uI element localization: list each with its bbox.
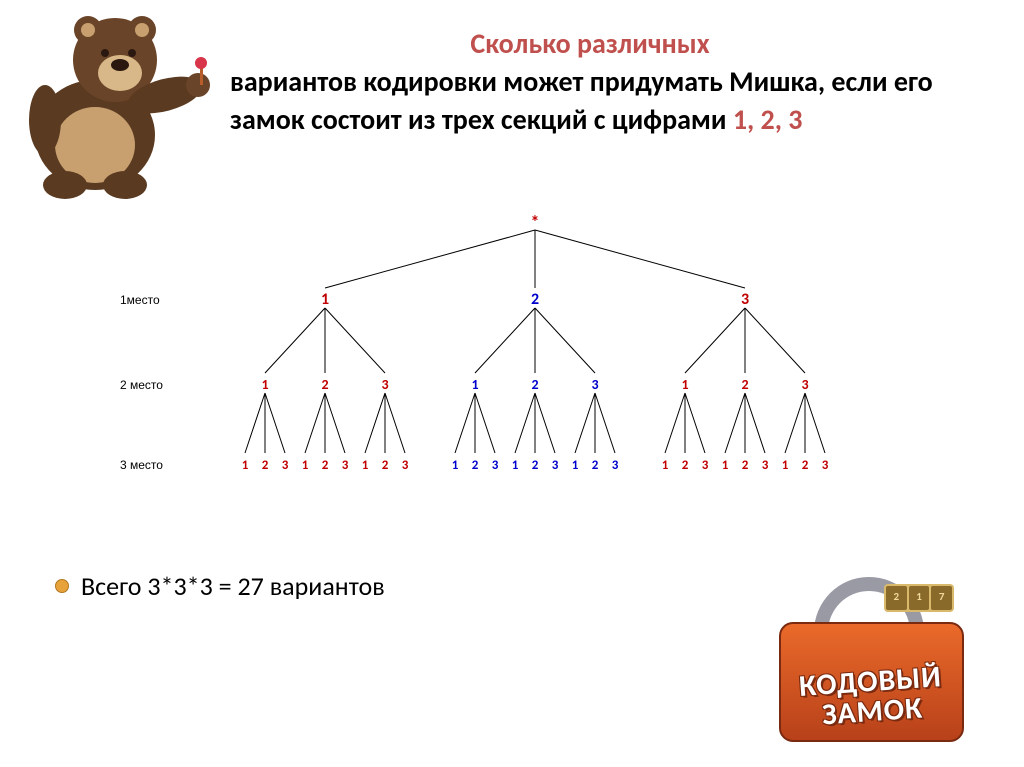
svg-text:3: 3 xyxy=(381,376,388,393)
svg-text:3 место: 3 место xyxy=(120,458,163,472)
svg-text:2: 2 xyxy=(682,458,689,473)
tree-diagram: *1место2 место3 место1231231231231231231… xyxy=(120,210,940,510)
svg-text:2: 2 xyxy=(742,458,749,473)
svg-text:2: 2 xyxy=(592,458,599,473)
svg-text:3: 3 xyxy=(801,376,808,393)
svg-text:3: 3 xyxy=(822,458,829,473)
svg-text:2: 2 xyxy=(531,290,539,309)
svg-text:1: 1 xyxy=(242,458,249,473)
bear-illustration xyxy=(0,5,220,205)
svg-text:3: 3 xyxy=(402,458,409,473)
svg-text:1: 1 xyxy=(362,458,369,473)
svg-text:1: 1 xyxy=(512,458,519,473)
title-highlight: Сколько различных xyxy=(470,26,709,61)
svg-text:1: 1 xyxy=(471,376,478,393)
bullet-icon xyxy=(55,579,69,593)
svg-text:2: 2 xyxy=(382,458,389,473)
svg-text:1: 1 xyxy=(261,376,268,393)
svg-text:2: 2 xyxy=(531,376,538,393)
svg-text:2: 2 xyxy=(741,376,748,393)
svg-text:3: 3 xyxy=(492,458,499,473)
svg-text:1: 1 xyxy=(782,458,789,473)
lock-illustration: 2 1 7 КОДОВЫЙ ЗАМОК xyxy=(759,572,984,742)
svg-text:1: 1 xyxy=(662,458,669,473)
svg-text:1: 1 xyxy=(452,458,459,473)
lock-dials: 2 1 7 xyxy=(884,584,954,612)
svg-text:2: 2 xyxy=(262,458,269,473)
svg-text:1: 1 xyxy=(572,458,579,473)
svg-text:1: 1 xyxy=(681,376,688,393)
svg-text:1: 1 xyxy=(302,458,309,473)
problem-title: Сколько различных вариантов кодировки мо… xyxy=(230,25,950,138)
svg-text:3: 3 xyxy=(591,376,598,393)
svg-text:*: * xyxy=(531,211,540,233)
answer-text: Всего 3*3*3 = 27 вариантов xyxy=(81,570,385,602)
svg-text:3: 3 xyxy=(342,458,349,473)
answer-line: Всего 3*3*3 = 27 вариантов xyxy=(55,570,385,602)
svg-text:3: 3 xyxy=(741,290,749,309)
title-body: вариантов кодировки может придумать Мишк… xyxy=(230,64,933,137)
svg-text:3: 3 xyxy=(552,458,559,473)
svg-text:2: 2 xyxy=(532,458,539,473)
svg-text:3: 3 xyxy=(762,458,769,473)
title-digits: 1, 2, 3 xyxy=(733,102,803,137)
svg-text:2: 2 xyxy=(322,458,329,473)
svg-text:1: 1 xyxy=(321,290,329,309)
svg-text:3: 3 xyxy=(702,458,709,473)
svg-text:2: 2 xyxy=(472,458,479,473)
svg-text:3: 3 xyxy=(282,458,289,473)
svg-text:3: 3 xyxy=(612,458,619,473)
svg-text:1: 1 xyxy=(722,458,729,473)
svg-text:2 место: 2 место xyxy=(120,378,163,392)
svg-text:2: 2 xyxy=(802,458,809,473)
svg-text:1место: 1место xyxy=(120,293,160,307)
svg-text:2: 2 xyxy=(321,376,328,393)
